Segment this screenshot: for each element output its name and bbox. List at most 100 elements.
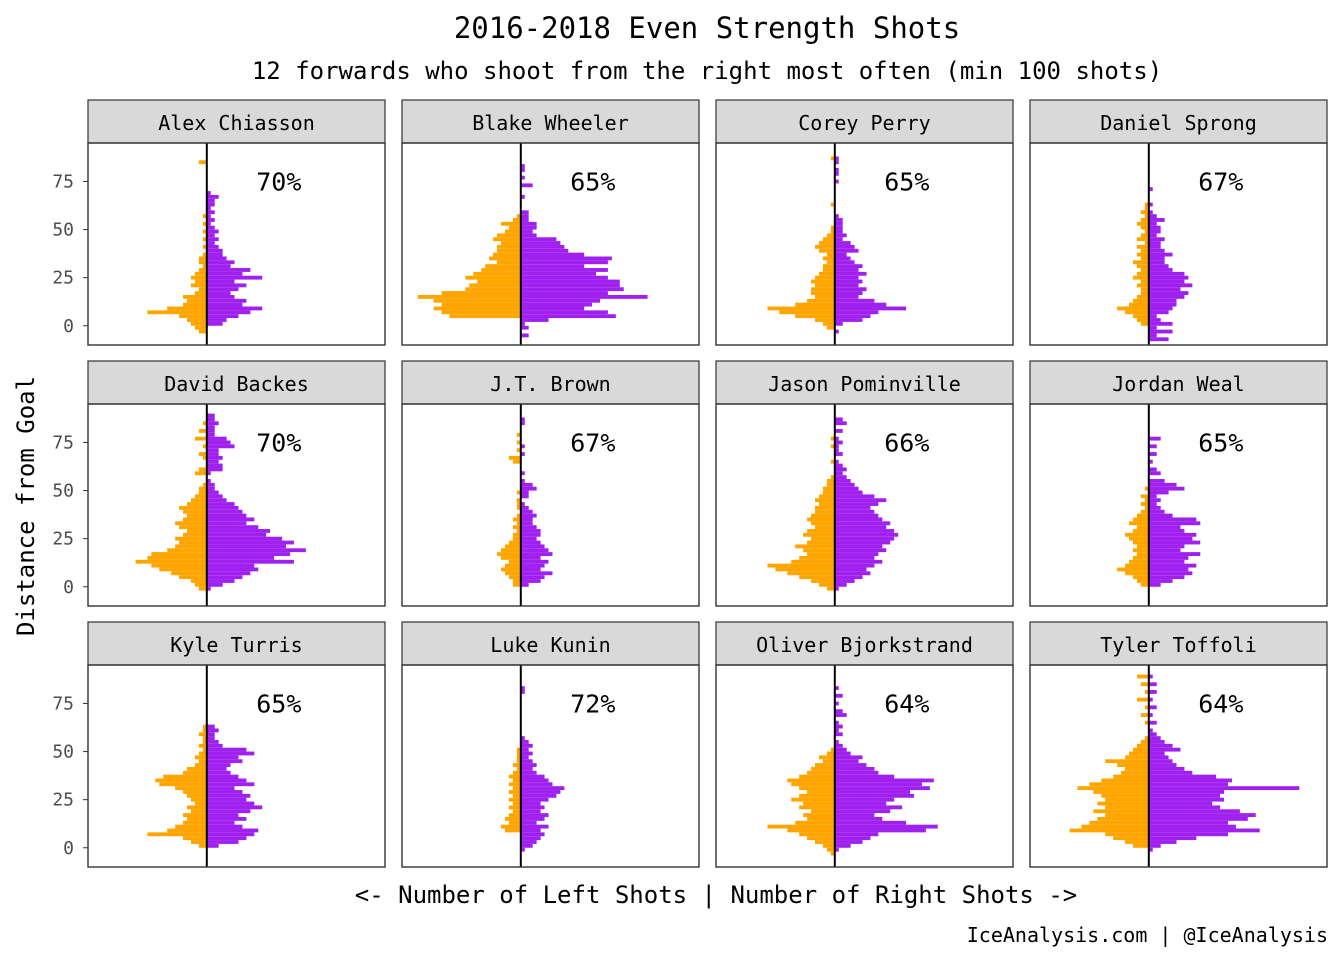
panel-strip-label: J.T. Brown <box>490 372 610 396</box>
panel-border <box>401 403 700 607</box>
right-shot-bar <box>206 202 215 207</box>
right-shot-bar <box>520 268 608 272</box>
left-shot-bar <box>516 751 521 756</box>
y-tick-label: 75 <box>52 432 74 453</box>
left-shot-bar <box>190 797 207 802</box>
left-shot-bar <box>1136 252 1149 257</box>
right-shot-bar <box>520 847 525 852</box>
left-shot-bar <box>822 268 835 272</box>
left-shot-bar <box>1144 241 1149 245</box>
panel-strip <box>1029 99 1328 144</box>
left-shot-bar <box>516 440 521 445</box>
right-shot-bar <box>834 494 875 499</box>
right-shot-bar <box>520 540 541 545</box>
right-shot-bar <box>1148 697 1153 702</box>
left-shot-bar <box>822 256 835 261</box>
left-shot-bar <box>198 751 207 756</box>
y-axis-title: Distance from Goal <box>12 376 40 636</box>
right-shot-bar <box>1148 467 1157 472</box>
right-shot-bar <box>834 471 843 476</box>
left-shot-bar <box>830 202 835 207</box>
left-shot-bar <box>202 724 207 729</box>
left-shot-bar <box>190 840 207 844</box>
left-shot-bar <box>183 532 207 537</box>
panel-strip <box>401 360 700 405</box>
right-shot-bar <box>520 421 525 426</box>
left-shot-bar <box>194 801 207 806</box>
right-shot-bar <box>834 563 875 568</box>
right-shot-bar <box>834 298 875 303</box>
right-shot-bar <box>206 417 215 422</box>
left-shot-bar <box>449 314 521 319</box>
left-shot-bar <box>175 521 207 526</box>
right-shot-bar <box>834 759 859 764</box>
left-shot-bar <box>493 237 521 242</box>
left-shot-bar <box>1136 544 1149 549</box>
left-shot-bar <box>815 294 835 299</box>
left-shot-bar <box>512 218 521 222</box>
left-shot-bar <box>815 840 835 844</box>
left-shot-bar <box>493 252 521 257</box>
left-shot-bar <box>1144 206 1149 211</box>
right-shot-bar <box>206 275 263 280</box>
right-shot-bar <box>834 797 895 802</box>
right-shot-percent: 65% <box>884 167 929 196</box>
right-shot-bar <box>520 502 525 506</box>
panel-border <box>87 142 386 346</box>
right-shot-bar <box>834 521 891 526</box>
left-shot-bar <box>512 582 521 587</box>
left-shot-bar <box>822 490 835 495</box>
right-shot-bar <box>520 793 557 798</box>
left-shot-bar <box>1136 318 1149 322</box>
right-shot-bar <box>834 421 847 426</box>
left-shot-bar <box>1136 697 1149 702</box>
left-shot-bar <box>187 298 207 303</box>
right-shot-bar <box>520 790 561 794</box>
left-shot-bar <box>171 571 207 576</box>
left-shot-bar <box>1105 759 1149 764</box>
left-shot-bar <box>1140 268 1149 272</box>
left-shot-bar <box>1136 294 1149 299</box>
right-shot-bar <box>1148 517 1197 522</box>
right-shot-bar <box>206 552 290 556</box>
left-shot-bar <box>198 256 207 261</box>
left-shot-bar <box>1097 816 1149 821</box>
left-shot-bar <box>818 755 835 760</box>
left-shot-bar <box>516 214 521 219</box>
left-shot-bar <box>1136 552 1149 556</box>
right-shot-bar <box>1148 318 1161 322</box>
left-shot-bar <box>497 248 521 253</box>
right-shot-bar <box>520 210 529 215</box>
right-shot-bar <box>1148 329 1173 334</box>
left-shot-bar <box>155 778 207 783</box>
right-shot-bar <box>834 536 895 541</box>
left-shot-bar <box>516 432 521 437</box>
left-shot-bar <box>465 287 521 292</box>
right-shot-bar <box>520 168 525 172</box>
right-shot-bar <box>834 747 847 752</box>
left-shot-bar <box>516 513 521 518</box>
panel-border <box>715 403 1014 607</box>
right-shot-bar <box>834 743 843 748</box>
left-shot-bar <box>187 502 207 506</box>
right-shot-bar <box>1148 571 1193 576</box>
left-shot-bar <box>508 782 521 787</box>
right-shot-bar <box>1148 786 1300 791</box>
right-shot-bar <box>520 690 525 694</box>
right-shot-bar <box>834 436 839 441</box>
y-tick-label: 50 <box>52 481 74 502</box>
right-shot-bar <box>1148 452 1157 456</box>
right-shot-bar <box>206 805 263 810</box>
right-shot-bar <box>206 824 243 829</box>
left-shot-bar <box>512 459 521 464</box>
right-shot-bar <box>520 525 537 530</box>
right-shot-bar <box>1148 436 1161 441</box>
right-shot-bar <box>1148 505 1161 510</box>
right-shot-bar <box>206 790 243 794</box>
left-shot-bar <box>163 774 207 779</box>
right-shot-bar <box>206 452 219 456</box>
left-shot-bar <box>1140 256 1149 261</box>
right-shot-bar <box>834 444 839 449</box>
right-shot-bar <box>520 555 541 560</box>
